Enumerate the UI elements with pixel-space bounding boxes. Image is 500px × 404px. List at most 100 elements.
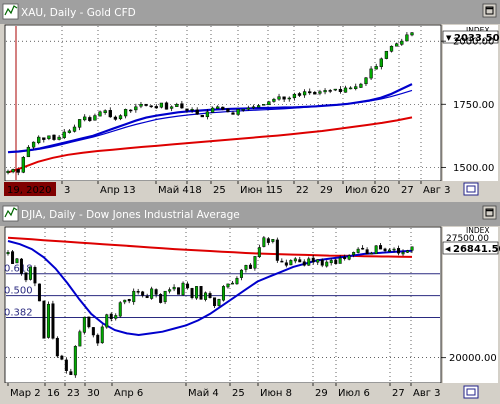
x-tick-label: Июл 6	[338, 388, 370, 399]
xau-candle	[195, 107, 199, 115]
djia-candle	[145, 293, 149, 299]
xau-candle	[389, 45, 394, 53]
xau-plot-area[interactable]	[4, 24, 442, 182]
xau-candle	[98, 110, 102, 117]
xau-candle	[42, 137, 46, 143]
xau-candle	[88, 115, 92, 122]
djia-candle	[199, 286, 203, 300]
djia-candle	[244, 264, 248, 273]
xau-candle	[21, 156, 25, 174]
y-tick-label: 2000.00	[453, 37, 494, 48]
xau-candle	[369, 66, 373, 80]
djia-candle	[311, 254, 315, 265]
djia-candle	[293, 257, 297, 264]
xau-candle	[400, 38, 404, 46]
djia-candle	[316, 259, 320, 265]
xau-candle	[83, 114, 87, 122]
djia-candle	[253, 256, 257, 271]
xau-candle	[62, 128, 66, 140]
xau-candle	[277, 93, 281, 101]
xau-candle	[343, 85, 348, 93]
x-tick-label: Авг 3	[423, 185, 451, 196]
xau-candle	[123, 108, 128, 119]
xau-candle	[11, 168, 15, 174]
djia-y-top-label: 27500.00	[446, 234, 489, 244]
xau-candle	[108, 107, 112, 118]
xau-candle	[318, 89, 322, 96]
djia-candle	[235, 276, 239, 285]
djia-candle	[338, 255, 342, 264]
djia-candle	[100, 324, 104, 344]
x-tick-label: Мар 2	[10, 388, 41, 399]
djia-candle	[55, 336, 59, 358]
xau-candle	[164, 101, 169, 110]
xau-candle	[251, 104, 256, 110]
xau-candle	[333, 88, 337, 92]
djia-candle	[365, 247, 369, 255]
xau-candle	[374, 63, 378, 70]
x-tick-label: 18	[189, 185, 202, 196]
djia-candle	[60, 354, 64, 361]
djia-candle	[28, 266, 32, 281]
xau-candle	[180, 100, 184, 109]
svg-text:▼: ▼	[446, 34, 452, 42]
xau-y-axis: 2000.00 1750.00 1500.00	[441, 37, 494, 174]
xau-candle	[241, 109, 245, 112]
xau-cursor-date-badge: 19, 2020	[4, 182, 56, 196]
djia-candle	[181, 281, 185, 296]
djia-candle	[352, 251, 356, 258]
xau-candle	[200, 114, 204, 118]
xau-candle	[26, 145, 31, 158]
x-tick-label: Июн 1	[240, 185, 272, 196]
djia-candle	[320, 258, 324, 268]
x-tick-label: 23	[67, 388, 80, 399]
djia-candle	[343, 254, 347, 261]
y-tick-label: 20000.00	[449, 353, 497, 364]
maximize-button[interactable]	[482, 3, 497, 18]
djia-title: DJIA, Daily - Dow Jones Industrial Avera…	[21, 209, 240, 221]
djia-candle	[33, 265, 37, 287]
djia-candle	[127, 298, 131, 304]
djia-candle	[401, 249, 405, 256]
window-icon	[2, 3, 19, 20]
djia-candle	[334, 258, 338, 265]
xau-title: XAU, Daily - Gold CFD	[21, 7, 136, 19]
djia-candle	[397, 245, 401, 256]
xau-candle	[72, 124, 77, 133]
djia-candle	[51, 300, 55, 340]
djia-candles	[6, 236, 414, 378]
djia-candle	[406, 249, 410, 253]
xau-settings-icon[interactable]	[463, 182, 479, 196]
djia-candle	[163, 290, 167, 305]
xau-candle	[354, 83, 358, 91]
djia-candle	[379, 242, 383, 250]
djia-index-label: INDEX	[466, 226, 489, 235]
xau-candle	[256, 104, 261, 108]
xau-candle	[348, 86, 353, 90]
x-tick-label: 25	[232, 388, 245, 399]
djia-candle	[141, 290, 145, 298]
xau-grid	[6, 26, 440, 180]
x-tick-label: Апр 13	[100, 185, 136, 196]
djia-candle	[271, 239, 275, 244]
xau-candle	[410, 32, 414, 37]
djia-candle	[37, 283, 41, 302]
xau-candle	[308, 88, 312, 95]
djia-candle	[172, 284, 176, 292]
djia-candle	[132, 288, 136, 305]
maximize-button[interactable]	[482, 205, 497, 220]
y-tick-label: 1500.00	[453, 163, 494, 174]
djia-candle	[217, 298, 221, 307]
djia-candle	[329, 258, 333, 266]
xau-candle	[287, 96, 291, 102]
djia-candle	[109, 312, 113, 322]
djia-settings-icon[interactable]	[463, 385, 479, 399]
xau-candle	[144, 103, 148, 107]
xau-candle	[52, 134, 56, 141]
djia-candle	[230, 280, 234, 285]
djia-candle	[73, 345, 77, 378]
djia-candle	[208, 291, 212, 299]
djia-candle	[262, 236, 266, 248]
xau-window: XAU, Daily - Gold CFD INDEX ▼ 2033.50 20…	[0, 0, 500, 200]
